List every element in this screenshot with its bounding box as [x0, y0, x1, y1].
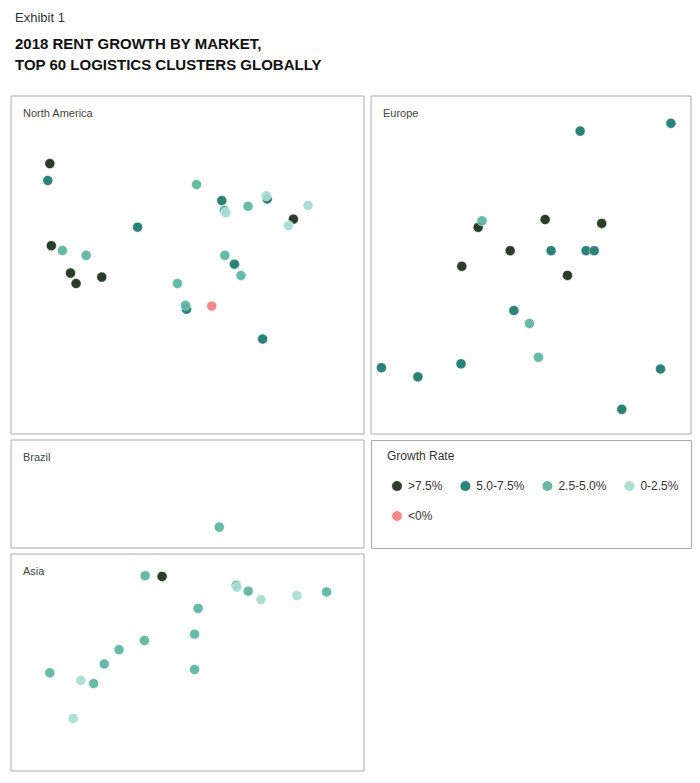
svg-text:>7.5%: >7.5% — [408, 479, 443, 493]
svg-text:Asia: Asia — [23, 565, 45, 577]
svg-text:TOP 60 LOGISTICS CLUSTERS GLOB: TOP 60 LOGISTICS CLUSTERS GLOBALLY — [15, 56, 321, 73]
svg-text:Europe: Europe — [383, 107, 418, 119]
svg-text:North America: North America — [23, 107, 94, 119]
svg-text:2.5-5.0%: 2.5-5.0% — [558, 479, 606, 493]
svg-text:0-2.5%: 0-2.5% — [640, 479, 678, 493]
svg-text:<0%: <0% — [408, 509, 433, 523]
svg-text:Growth Rate: Growth Rate — [387, 449, 455, 463]
svg-text:Brazil: Brazil — [23, 451, 51, 463]
svg-text:5.0-7.5%: 5.0-7.5% — [476, 479, 524, 493]
svg-text:Exhibit 1: Exhibit 1 — [15, 10, 65, 25]
svg-text:2018 RENT GROWTH BY MARKET,: 2018 RENT GROWTH BY MARKET, — [15, 35, 261, 52]
